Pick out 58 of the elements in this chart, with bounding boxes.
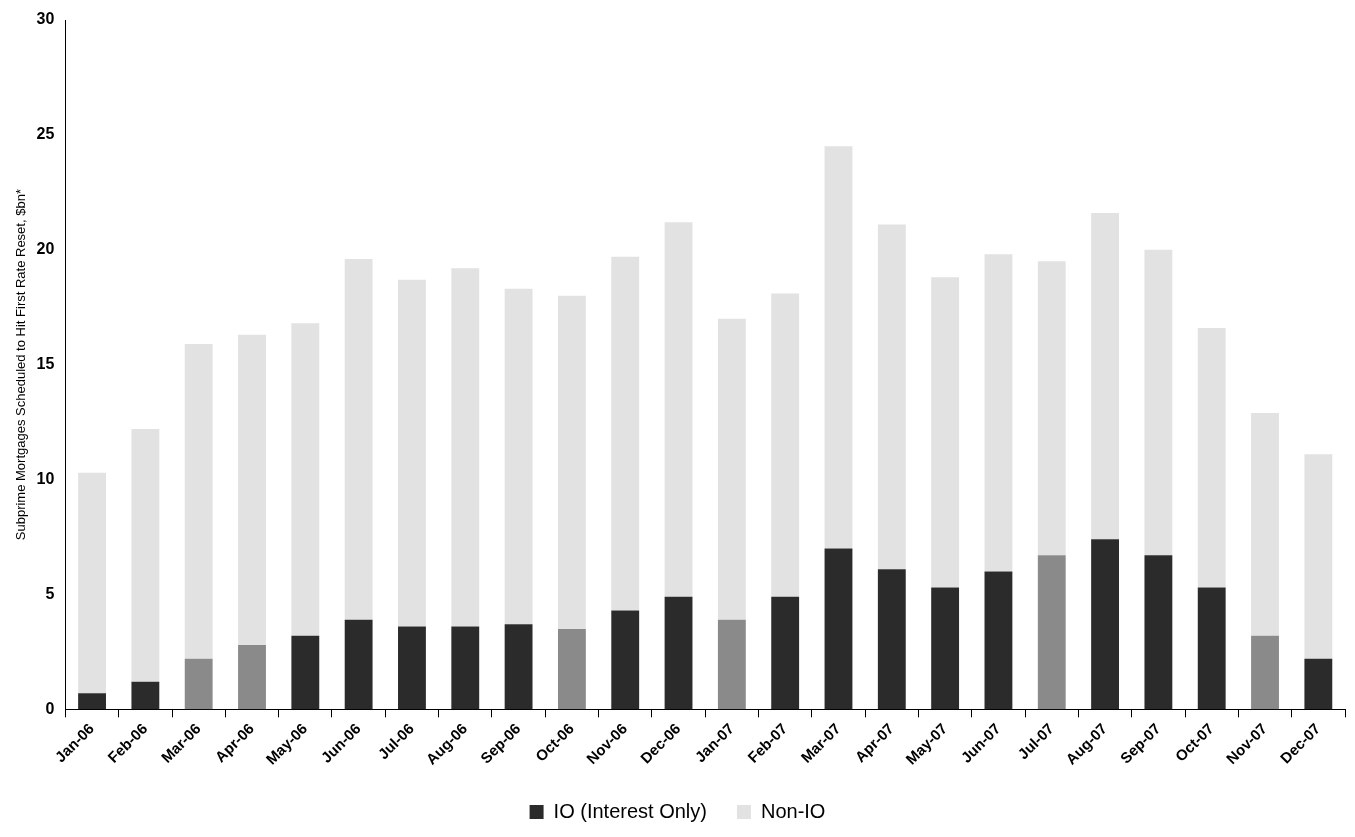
bar	[1091, 539, 1119, 710]
bar	[611, 610, 640, 710]
bar	[931, 587, 960, 710]
bar	[1091, 213, 1119, 540]
bar	[78, 693, 106, 710]
bar	[184, 658, 213, 710]
bar	[931, 277, 960, 588]
bar	[1251, 635, 1279, 710]
bar	[824, 146, 853, 549]
bar	[344, 619, 373, 710]
bar	[504, 624, 533, 710]
y-tick-label: 15	[36, 355, 55, 373]
bar	[291, 323, 320, 636]
bar	[717, 619, 746, 710]
bar	[557, 295, 586, 629]
bar	[1144, 555, 1173, 710]
bar	[451, 268, 480, 627]
bar	[1037, 555, 1066, 710]
bar	[824, 548, 853, 710]
bar	[984, 254, 1013, 572]
bar	[451, 626, 480, 710]
bar	[344, 258, 373, 620]
bar	[1304, 658, 1333, 710]
bar	[611, 256, 640, 611]
bar	[1037, 261, 1066, 556]
legend-label: Non-IO	[760, 799, 826, 822]
bar	[877, 569, 906, 710]
bar	[131, 681, 160, 710]
bar	[717, 318, 746, 620]
bar	[398, 279, 426, 627]
bar	[877, 224, 906, 570]
bar	[664, 596, 693, 710]
bar	[504, 288, 533, 625]
bar	[664, 222, 693, 597]
bar	[984, 571, 1013, 710]
y-tick-label: 5	[45, 584, 55, 602]
legend-label: IO (Interest Only)	[553, 799, 707, 822]
y-tick-label: 20	[36, 240, 55, 258]
bar	[238, 334, 266, 645]
bar	[1144, 249, 1173, 556]
bar	[1251, 412, 1279, 636]
bar	[184, 343, 213, 659]
bar	[771, 596, 800, 710]
bar	[771, 293, 800, 597]
bar	[398, 626, 426, 710]
bar	[291, 635, 320, 710]
bar	[1197, 587, 1226, 710]
bar	[1197, 327, 1226, 588]
bar	[238, 644, 266, 710]
y-tick-label: 30	[36, 10, 55, 28]
bar	[557, 628, 586, 710]
bar	[131, 428, 160, 682]
bar	[1304, 454, 1333, 659]
y-tick-label: 10	[36, 469, 55, 487]
y-tick-label: 25	[36, 125, 55, 143]
bar	[78, 472, 106, 694]
y-axis-title: Subprime Mortgages Scheduled to Hit First Rate Reset, $bn*	[13, 189, 29, 541]
y-tick-label: 0	[45, 699, 55, 717]
